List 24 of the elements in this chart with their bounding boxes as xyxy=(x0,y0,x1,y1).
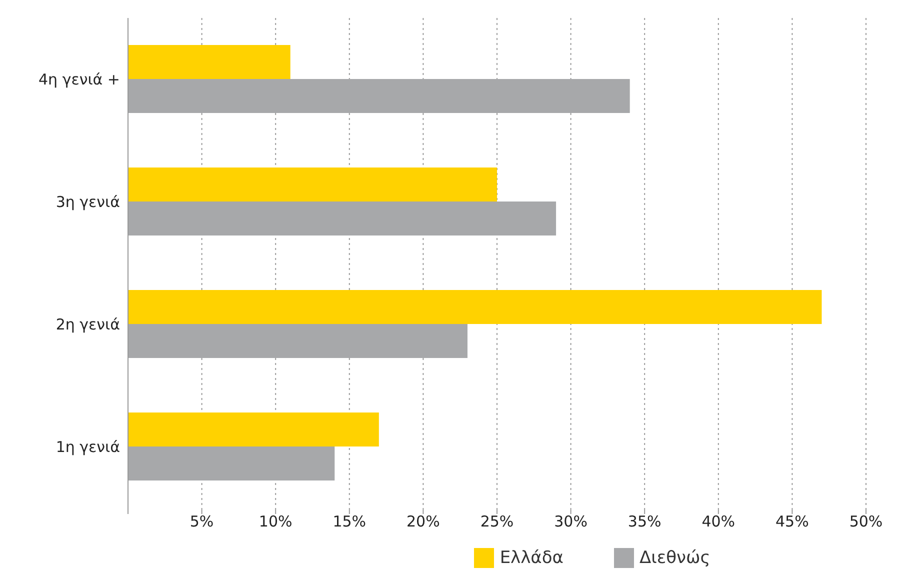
x-tick-label: 10% xyxy=(258,512,292,531)
y-tick-label: 4η γενιά + xyxy=(38,70,120,89)
legend-label: Ελλάδα xyxy=(498,548,564,568)
bar xyxy=(128,324,468,358)
y-tick-label: 1η γενιά xyxy=(56,438,120,456)
bar xyxy=(128,201,556,236)
bar xyxy=(128,78,630,113)
x-tick-label: 5% xyxy=(190,512,214,531)
x-tick-label: 35% xyxy=(628,512,662,531)
x-tick-label: 50% xyxy=(849,512,883,531)
x-tick-label: 40% xyxy=(702,512,736,531)
bar xyxy=(128,44,290,79)
x-tick-label: 30% xyxy=(554,512,588,531)
y-tick-label: 2η γενιά xyxy=(56,316,120,334)
x-tick-label: 25% xyxy=(480,512,514,531)
legend-label: Διεθνώς xyxy=(638,548,710,568)
bar xyxy=(128,412,379,446)
x-tick-label: 45% xyxy=(776,512,809,531)
bar xyxy=(128,290,822,324)
y-tick-label: 3η γενιά xyxy=(56,193,120,212)
bar xyxy=(128,446,335,480)
x-tick-label: 15% xyxy=(332,512,366,531)
x-tick-label: 20% xyxy=(406,512,440,531)
bar xyxy=(128,167,497,202)
